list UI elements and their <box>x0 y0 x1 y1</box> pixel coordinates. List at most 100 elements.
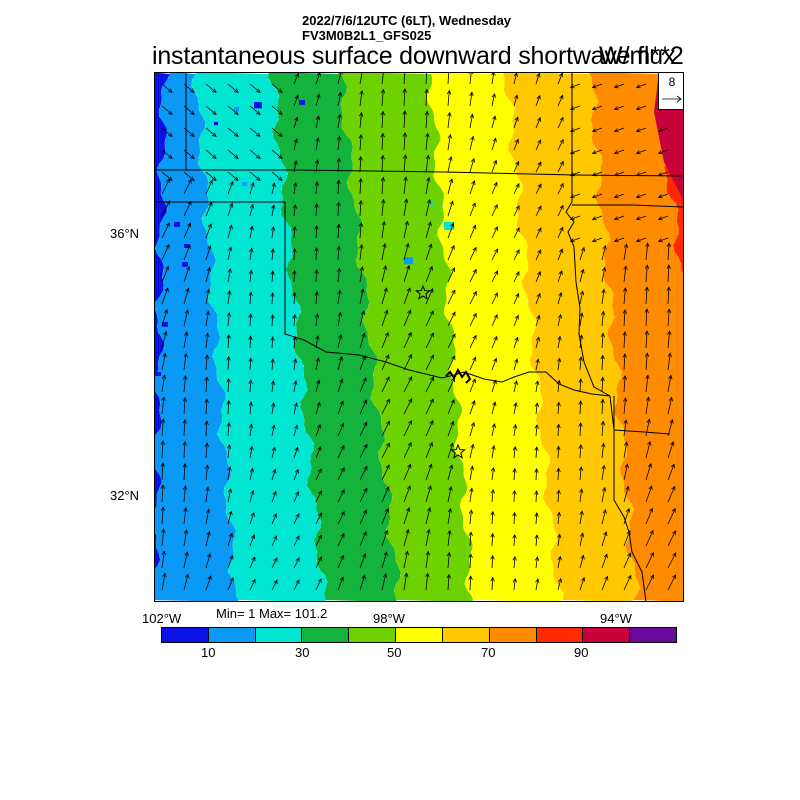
wind-vector-arrow <box>314 291 319 305</box>
wind-vector-arrow <box>513 249 520 261</box>
wind-vector-arrow <box>447 267 455 283</box>
wind-vector-arrow <box>270 336 275 349</box>
wind-vector-arrow <box>359 531 367 547</box>
flux-speckle <box>444 222 454 230</box>
flux-speckle <box>404 257 413 265</box>
wind-vector-arrow <box>403 309 412 327</box>
wind-vector-arrow <box>293 94 299 107</box>
wind-vector-arrow <box>227 488 233 503</box>
wind-vector-arrow <box>613 193 625 199</box>
wind-vector-arrow <box>591 149 603 155</box>
wind-vector-arrow <box>271 424 276 437</box>
wind-vector-arrow <box>292 204 298 217</box>
wind-vector-arrow <box>447 245 455 261</box>
wind-vector-arrow <box>557 270 563 283</box>
wind-vector-arrow <box>381 242 387 261</box>
wind-vector-arrow <box>491 292 498 305</box>
wind-vector-arrow <box>226 334 231 349</box>
wind-vector-arrow <box>183 105 195 115</box>
wind-vector-arrow <box>381 529 389 547</box>
wind-vector-arrow <box>600 310 606 327</box>
wind-vector-arrow <box>336 245 341 261</box>
wind-vector-arrow <box>657 127 669 133</box>
wind-vector-arrow <box>337 91 343 107</box>
wind-vector-arrow <box>293 160 298 173</box>
wind-vector-arrow <box>513 227 520 239</box>
wind-vector-arrow <box>613 83 625 89</box>
wind-vector-arrow <box>227 105 239 115</box>
wind-vector-arrow <box>249 467 254 481</box>
wind-vector-arrow <box>314 181 319 195</box>
wind-vector-arrow <box>535 116 541 129</box>
wind-vector-arrow <box>358 111 364 129</box>
wind-vector-arrow <box>635 215 647 221</box>
wind-vector-arrow <box>249 512 255 525</box>
wind-vector-arrow <box>248 335 253 349</box>
wind-vector-arrow <box>491 248 499 261</box>
wind-vector-arrow <box>403 72 406 85</box>
wind-vector-arrow <box>425 420 434 437</box>
wind-vector-arrow <box>657 149 669 155</box>
reference-vector-arrow <box>662 95 682 103</box>
wind-vector-arrow <box>469 268 477 283</box>
wind-vector-arrow <box>491 181 498 195</box>
wind-vector-arrow <box>635 105 647 111</box>
colorbar-segment <box>255 628 303 642</box>
wind-vector-arrow <box>666 264 671 283</box>
wind-vector-arrow <box>601 553 608 569</box>
colorbar-label: 90 <box>574 645 589 660</box>
wind-vector-arrow <box>337 488 345 503</box>
wind-vector-arrow <box>183 573 190 591</box>
colorbar-label: 50 <box>387 645 402 660</box>
min-max-label: Min= 1 Max= 101.2 <box>216 606 328 621</box>
wind-vector-arrow <box>569 193 581 199</box>
wind-vector-arrow <box>337 289 342 305</box>
wind-vector-arrow <box>293 513 300 525</box>
wind-vector-arrow <box>424 88 429 107</box>
wind-vector-arrow <box>381 198 386 217</box>
wind-vector-arrow <box>534 468 539 481</box>
wind-vector-arrow <box>293 116 299 129</box>
wind-vector-arrow <box>623 507 631 525</box>
flux-speckle <box>234 107 239 111</box>
wind-vector-arrow <box>183 200 192 217</box>
wind-vector-arrow <box>204 398 209 415</box>
wind-vector-arrow <box>469 465 475 481</box>
wind-vector-arrow <box>635 83 647 89</box>
flux-speckle <box>242 182 247 186</box>
wind-vector-arrow <box>403 528 410 547</box>
wind-vector-arrow <box>381 507 389 525</box>
colorbar-segment <box>536 628 584 642</box>
reference-vector-value: 8 <box>668 75 676 89</box>
map-plot <box>154 72 684 602</box>
wind-vector-arrow <box>469 443 475 459</box>
wind-vector-arrow <box>535 72 541 85</box>
wind-vector-arrow <box>447 398 455 415</box>
wind-vector-arrow <box>337 554 345 569</box>
wind-vector-arrow <box>314 225 319 239</box>
wind-vector-arrow <box>270 270 275 283</box>
wind-vector-arrow <box>600 332 605 349</box>
wind-vector-arrow <box>160 462 165 481</box>
wind-vector-arrow <box>469 290 477 305</box>
wind-vector-arrow <box>424 110 430 129</box>
wind-vector-arrow <box>645 552 654 569</box>
wind-vector-arrow <box>359 354 367 371</box>
wind-vector-arrow <box>183 287 190 305</box>
wind-vector-arrow <box>512 533 517 547</box>
wind-vector-arrow <box>557 72 564 85</box>
wind-vector-arrow <box>569 127 581 133</box>
wind-vector-arrow <box>667 507 676 525</box>
wind-vector-arrow <box>535 270 541 283</box>
wind-vector-arrow <box>635 149 647 155</box>
wind-vector-arrow <box>381 287 388 305</box>
wind-vector-arrow <box>635 237 647 243</box>
wind-vector-arrow <box>490 532 495 547</box>
wind-vector-arrow <box>249 247 254 261</box>
wind-vector-arrow <box>337 356 343 371</box>
wind-vector-arrow <box>591 127 603 133</box>
wind-vector-arrow <box>569 105 581 111</box>
wind-vector-arrow <box>403 198 409 217</box>
wind-vector-arrow <box>403 176 408 195</box>
wind-vector-arrow <box>645 485 653 503</box>
